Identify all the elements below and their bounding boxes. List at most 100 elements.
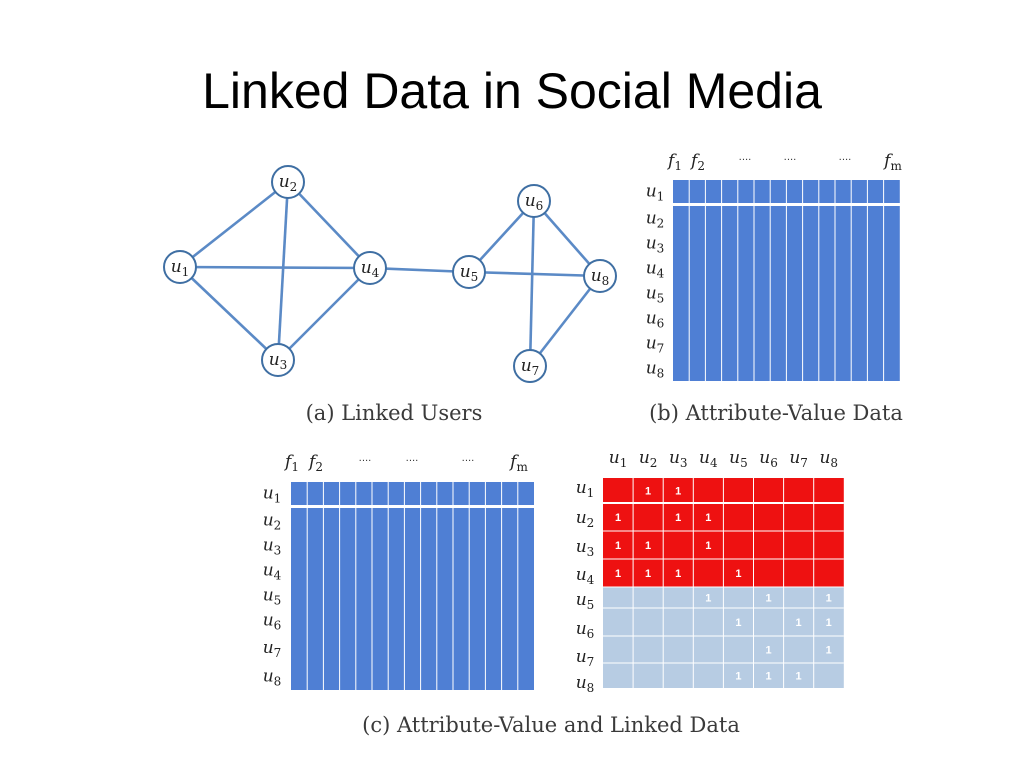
node-u3 — [261, 343, 295, 377]
adj-row-label-u2: u2 — [576, 508, 595, 530]
adj-cell-u8-u6: 1 — [765, 671, 771, 683]
row-label-u5: u5 — [646, 284, 665, 306]
header-ellipsis: .... — [784, 152, 797, 163]
node-u8 — [583, 259, 617, 293]
slide-title: Linked Data in Social Media — [202, 63, 822, 119]
adj-cell-u8-u5: 1 — [735, 671, 741, 683]
adj-cell-u4-u5: 1 — [735, 568, 741, 580]
edge-u2-u3 — [276, 181, 290, 361]
node-u2 — [271, 165, 305, 199]
node-u5 — [452, 255, 486, 289]
adj-cell-u5-u6: 1 — [765, 593, 771, 605]
matrix-row-u6 — [291, 608, 534, 633]
row-label-u1: u1 — [646, 182, 665, 204]
adj-cell-u4-u1: 1 — [615, 568, 621, 580]
matrix-row-u7 — [291, 633, 534, 663]
adjacency-matrix: u1 u1 u2 u2 u3 u3 u4 u4 u5 u5 u6 u6 u7 u7 u8 u8 1 1 1 1 1 1 1 1… — [576, 448, 844, 695]
adj-cell-u6-u7: 1 — [796, 617, 802, 629]
caption-c: (c) Attribute-Value and Linked Data — [362, 713, 740, 737]
node-label-u7: u7 — [521, 356, 540, 378]
row-label-u6: u6 — [646, 309, 665, 331]
adj-cell-u2-u4: 1 — [705, 512, 711, 524]
edge-u5-u8 — [468, 270, 601, 278]
row-label-u2: u2 — [646, 209, 665, 231]
linked-users-graph: u1 u2 u3 u4 u5 u6 u7 u8 — [163, 165, 617, 383]
node-u6 — [517, 184, 551, 218]
header-ellipsis: .... — [739, 152, 752, 163]
node-label-u3: u3 — [269, 350, 288, 372]
node-label-u2: u2 — [279, 172, 298, 194]
adj-cell-u6-u5: 1 — [735, 617, 741, 629]
adj-cell-u5-u4: 1 — [705, 593, 711, 605]
node-label-u1: u1 — [171, 257, 190, 279]
adj-col-label-u7: u7 — [789, 448, 808, 470]
attribute-value-matrix-b: u1 u2 u3 u4 u5 u6 u7 u8 f1 f2............ fm — [646, 151, 902, 381]
adj-row-label-u5: u5 — [576, 590, 595, 612]
edge-u1-u2 — [179, 180, 289, 269]
header-f1: f1 — [283, 452, 299, 474]
adj-row-label-u1: u1 — [576, 478, 595, 500]
adj-cell-u2-u1: 1 — [615, 512, 621, 524]
header-ellipsis: .... — [406, 453, 419, 464]
matrix-row-u8 — [291, 663, 534, 690]
row-label-u7: u7 — [646, 334, 665, 356]
adj-cell-u7-u6: 1 — [765, 645, 771, 657]
header-fm: fm — [882, 151, 902, 173]
adj-col-label-u5: u5 — [729, 448, 748, 470]
row-label-u4: u4 — [263, 561, 282, 583]
row-label-u8: u8 — [263, 667, 282, 689]
node-u7 — [513, 349, 547, 383]
edge-u1-u4 — [179, 265, 371, 270]
header-ellipsis: .... — [462, 453, 475, 464]
row-label-u1: u1 — [263, 484, 282, 506]
header-f1: f1 — [666, 151, 682, 173]
edge-u6-u7 — [528, 200, 536, 367]
adj-row-label-u8: u8 — [576, 673, 595, 695]
adj-row-label-u7: u7 — [576, 647, 595, 669]
matrix-row-u1 — [291, 482, 534, 505]
row-label-u4: u4 — [646, 259, 665, 281]
row-label-u8: u8 — [646, 359, 665, 381]
adj-row-label-u6: u6 — [576, 619, 595, 641]
adj-cell-u3-u1: 1 — [615, 540, 621, 552]
matrix-row-u5 — [291, 583, 534, 608]
edge-u7-u8 — [528, 275, 602, 367]
adj-row-label-u4: u4 — [576, 565, 595, 587]
matrix-row-u3 — [291, 533, 534, 558]
adj-col-label-u4: u4 — [699, 448, 718, 470]
adj-cell-u2-u3: 1 — [675, 512, 681, 524]
edge-u2-u4 — [287, 181, 371, 269]
row-label-u3: u3 — [263, 536, 282, 558]
adj-cell-u3-u2: 1 — [645, 540, 651, 552]
node-u1 — [163, 250, 197, 284]
row-label-u5: u5 — [263, 586, 282, 608]
header-f2: f2 — [307, 452, 323, 474]
edge-u1-u3 — [179, 266, 279, 361]
adj-cell-u8-u7: 1 — [796, 671, 802, 683]
adj-cell-u1-u2: 1 — [645, 486, 651, 498]
row-label-u2: u2 — [263, 511, 282, 533]
adj-row-label-u3: u3 — [576, 537, 595, 559]
adj-col-label-u3: u3 — [669, 448, 688, 470]
row-label-u3: u3 — [646, 234, 665, 256]
node-label-u5: u5 — [460, 262, 479, 284]
node-label-u8: u8 — [591, 266, 610, 288]
adj-cell-u7-u8: 1 — [826, 645, 832, 657]
node-u4 — [353, 251, 387, 285]
adj-col-label-u6: u6 — [759, 448, 778, 470]
adj-cell-u1-u3: 1 — [675, 486, 681, 498]
adj-cell-u6-u8: 1 — [826, 617, 832, 629]
edge-u3-u4 — [277, 267, 371, 361]
adj-cell-u3-u4: 1 — [705, 540, 711, 552]
adj-col-label-u1: u1 — [609, 448, 628, 470]
attribute-value-matrix-c: u1 u2 u3 u4 u5 u6 u7 u8 f1 f2............ fm — [263, 452, 534, 690]
matrix-row-u4 — [291, 558, 534, 583]
caption-b: (b) Attribute-Value Data — [649, 401, 903, 425]
header-fm: fm — [508, 452, 528, 474]
row-label-u7: u7 — [263, 638, 282, 660]
header-ellipsis: .... — [839, 152, 852, 163]
adj-cell-u4-u3: 1 — [675, 568, 681, 580]
adj-col-label-u8: u8 — [819, 448, 838, 470]
row-label-u6: u6 — [263, 611, 282, 633]
